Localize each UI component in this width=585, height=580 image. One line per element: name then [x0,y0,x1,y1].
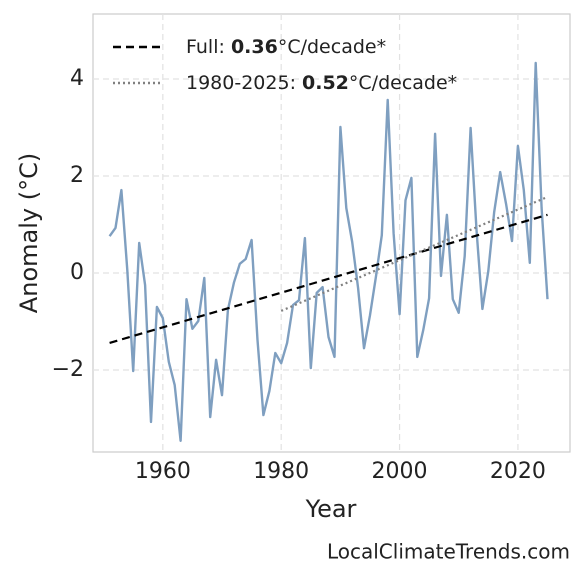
legend-label-part: °C/decade* [278,36,386,58]
x-tick-label: 2020 [490,459,546,484]
x-tick-label: 1960 [135,459,191,484]
marks [108,61,549,442]
legend-label-part: 0.52 [302,72,349,94]
y-axis-label: Anomaly (°C) [15,153,43,313]
y-tick-label: 4 [70,66,84,91]
legend-label-part: 1980-2025: [186,72,302,94]
y-tick-label: 2 [70,163,84,188]
line [280,195,548,312]
legend-label: Full: 0.36°C/decade* [186,36,386,58]
legend-label-part: °C/decade* [349,72,457,94]
y-tick-label: −2 [52,357,84,382]
y-tick-label: 0 [70,260,84,285]
legend: Full: 0.36°C/decade*1980-2025: 0.52°C/de… [113,36,457,94]
x-axis-label: Year [305,495,357,523]
watermark: LocalClimateTrends.com [327,540,570,564]
grid [93,14,570,452]
legend-label-part: Full: [186,36,231,58]
x-tick-label: 1980 [253,459,309,484]
legend-label: 1980-2025: 0.52°C/decade* [186,72,457,94]
legend-label-part: 0.36 [231,36,278,58]
x-tick-label: 2000 [372,459,428,484]
line [109,213,548,344]
line [108,61,549,442]
